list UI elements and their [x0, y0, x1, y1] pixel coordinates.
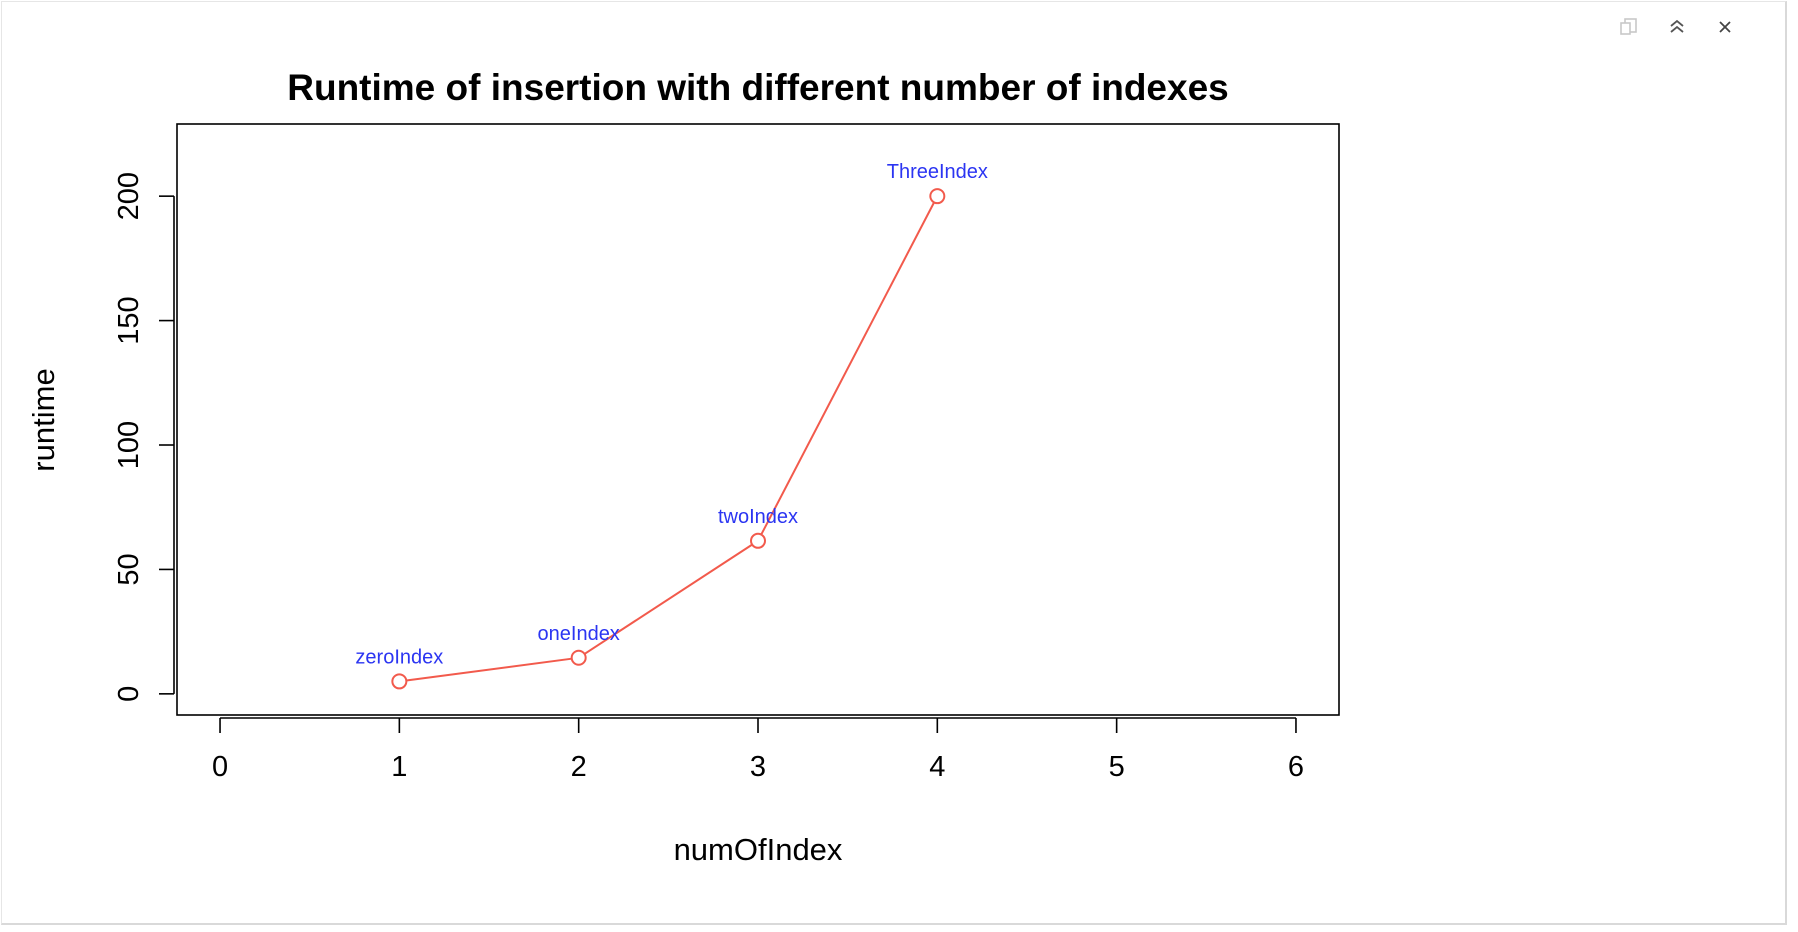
data-point-label: ThreeIndex [887, 161, 988, 183]
plot-toolbar [1613, 12, 1741, 42]
y-tick-label: 150 [113, 296, 145, 344]
data-point-label: oneIndex [538, 623, 620, 645]
y-axis: 0 50 100 150 200 [113, 172, 175, 702]
x-axis-label: numOfIndex [674, 832, 843, 867]
popout-icon[interactable] [1613, 12, 1645, 42]
series-segment [583, 543, 753, 655]
close-icon[interactable] [1709, 12, 1741, 42]
x-tick-label: 1 [391, 751, 407, 783]
series-line [406, 201, 935, 682]
x-axis: 0 1 2 3 4 5 6 [212, 717, 1304, 783]
line-chart: Runtime of insertion with different numb… [26, 67, 1340, 867]
x-tick-label: 2 [571, 751, 587, 783]
y-axis-label: runtime [26, 368, 61, 471]
x-tick-label: 0 [212, 751, 228, 783]
x-tick-label: 3 [750, 751, 766, 783]
x-tick-label: 5 [1109, 751, 1125, 783]
data-point [929, 188, 946, 205]
data-point [391, 673, 408, 690]
y-tick-label: 100 [113, 421, 145, 469]
data-point [570, 649, 587, 666]
series-segment [406, 657, 572, 682]
collapse-icon[interactable] [1661, 12, 1693, 42]
y-tick-label: 50 [113, 553, 145, 585]
data-point-label: twoIndex [718, 506, 798, 528]
y-tick-label: 0 [113, 686, 145, 702]
plot-frame [176, 123, 1340, 716]
series-points [391, 188, 946, 690]
series-segment [760, 201, 935, 536]
x-tick-label: 4 [929, 751, 945, 783]
chart-title: Runtime of insertion with different numb… [287, 67, 1229, 108]
x-tick-label: 6 [1288, 751, 1304, 783]
data-point [750, 532, 766, 549]
series-labels: zeroIndex oneIndex twoIndex ThreeIndex [355, 161, 987, 668]
y-tick-label: 200 [113, 172, 145, 220]
data-point-label: zeroIndex [355, 646, 443, 668]
